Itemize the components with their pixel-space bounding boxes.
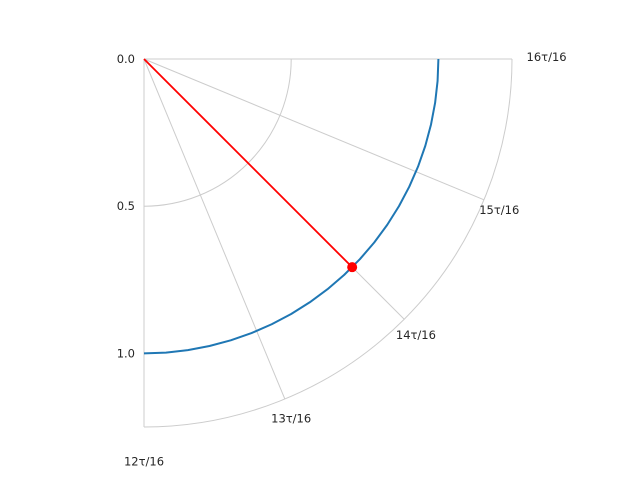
radius-segment-series (143, 58, 353, 268)
label-layer: 0.0 0.5 1.0 12τ/16 13τ/16 14τ/16 15τ/16 16τ/16 (117, 50, 567, 469)
theta-tick-label: 16τ/16 (527, 50, 567, 64)
r-tick-label: 1.0 (117, 346, 135, 360)
r-tick-label: 0.5 (117, 199, 135, 213)
theta-gridline (143, 58, 485, 201)
point-marker (347, 262, 358, 273)
series-layer (143, 58, 440, 355)
r-tick-label: 0.0 (117, 52, 135, 66)
theta-tick-label: 15τ/16 (479, 203, 519, 217)
outer-frame-arc (143, 58, 513, 428)
theta-tick-label: 12τ/16 (124, 455, 164, 469)
theta-gridline (143, 58, 286, 400)
theta-tick-label: 13τ/16 (271, 411, 311, 425)
theta-tick-label: 14τ/16 (396, 328, 436, 342)
